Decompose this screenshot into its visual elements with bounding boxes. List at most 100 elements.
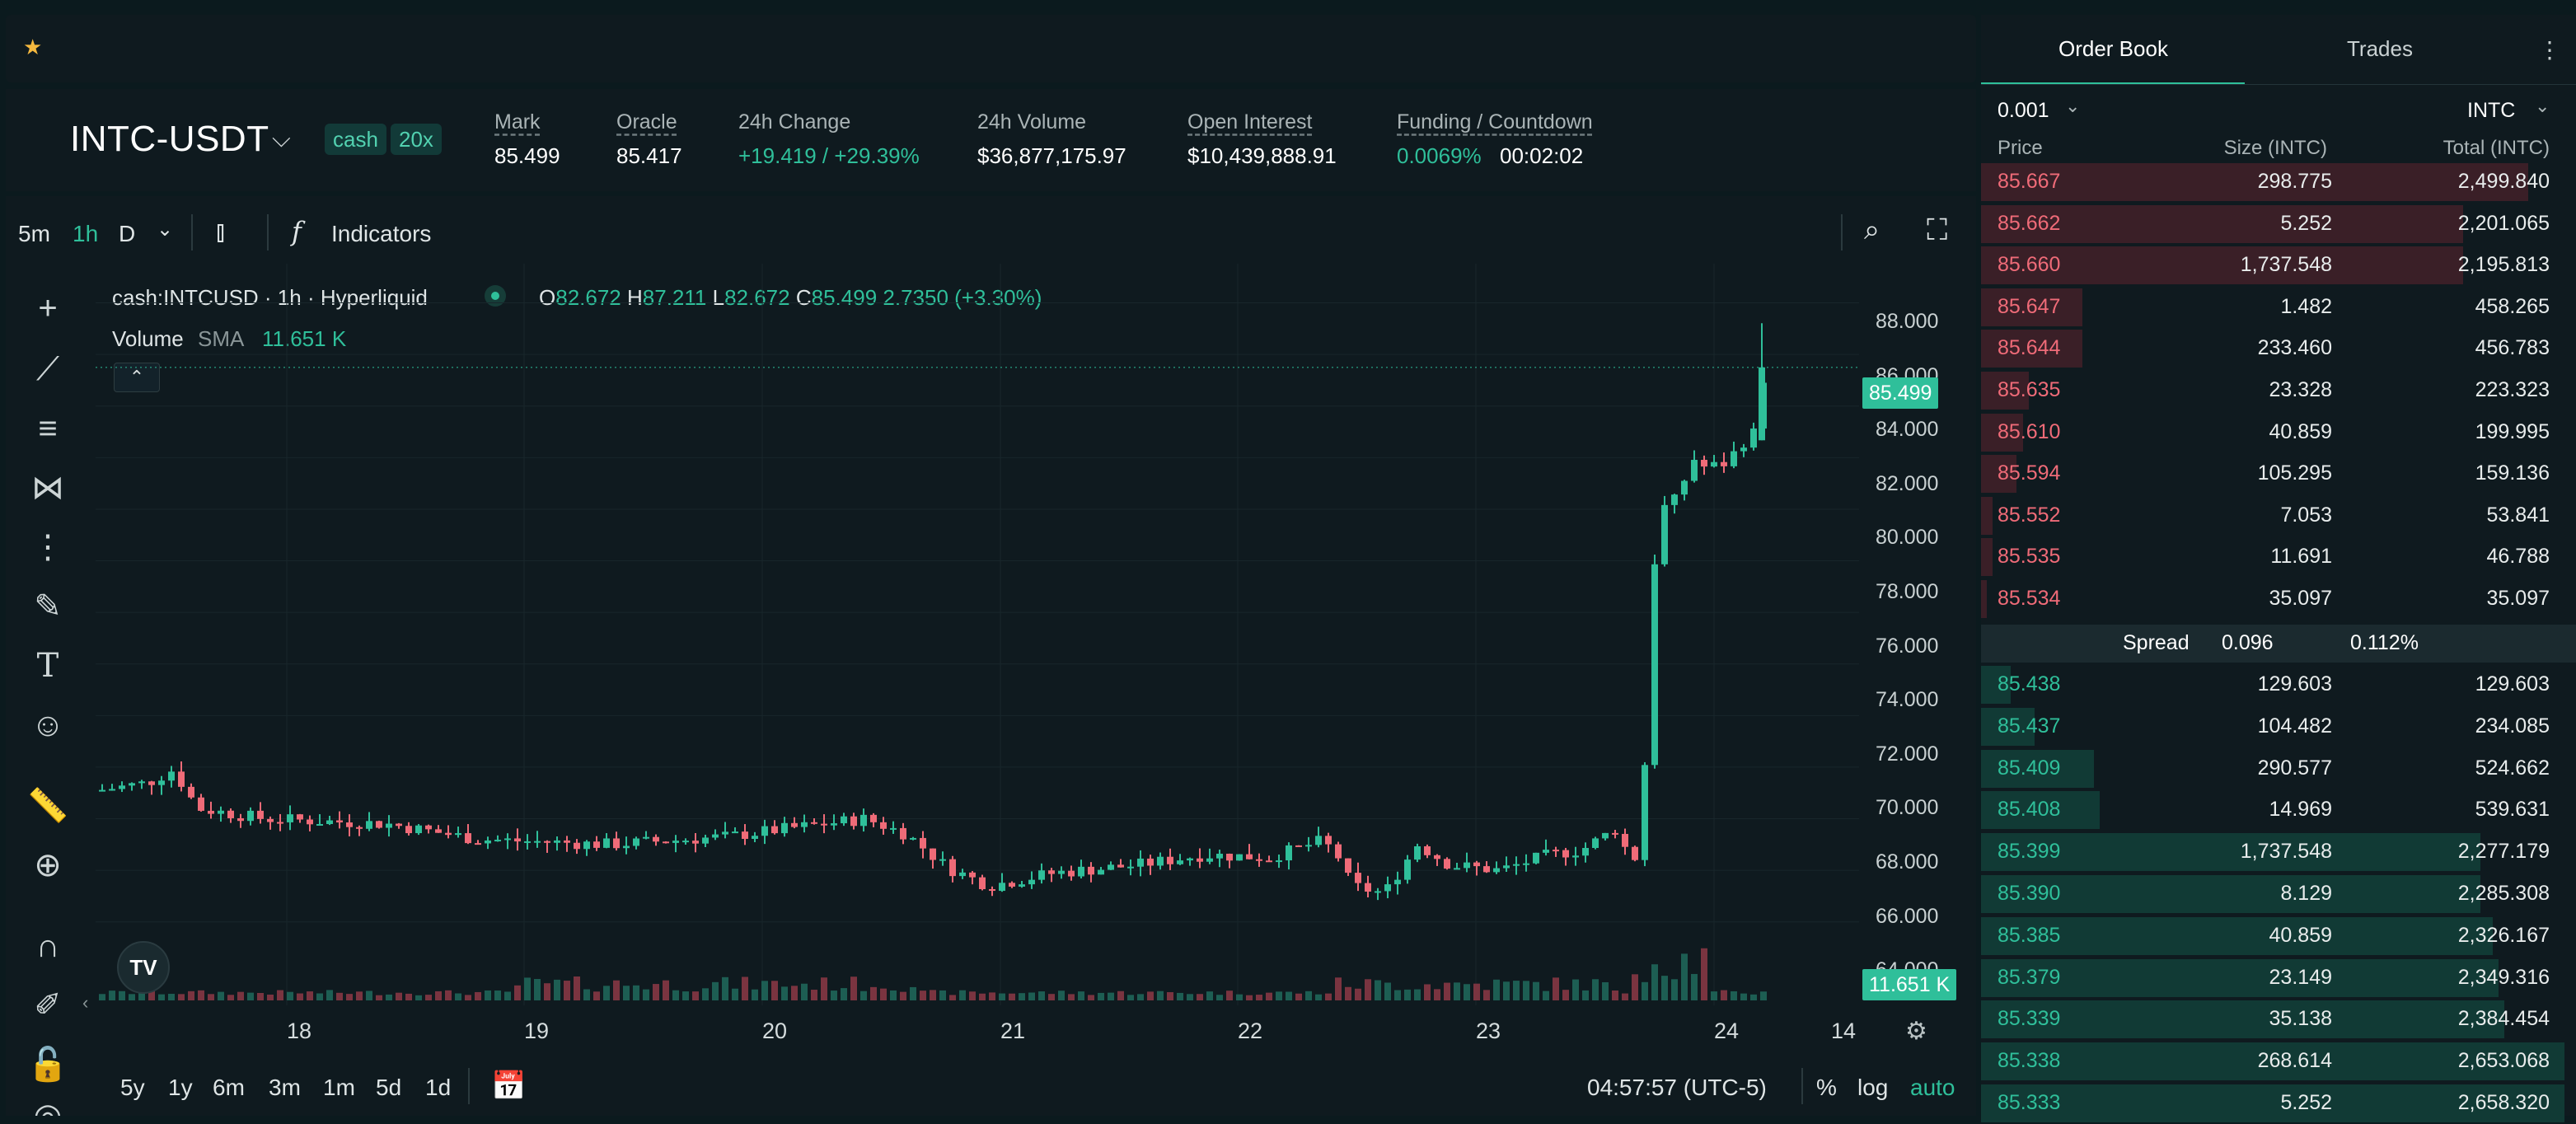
volume-bar <box>376 995 382 1000</box>
row-size: 1,737.548 <box>2240 840 2332 864</box>
unit-select[interactable]: INTC <box>2467 99 2516 122</box>
bid-row[interactable]: 85.339 35.138 2,384.454 <box>1981 999 2576 1040</box>
candle <box>1731 451 1737 466</box>
price-axis-label: 84.000 <box>1876 418 1939 442</box>
volume-bar <box>475 991 481 1000</box>
bid-row[interactable]: 85.399 1,737.548 2,277.179 <box>1981 831 2576 873</box>
volume-bar <box>742 976 748 1000</box>
tradingview-logo-icon[interactable]: TV <box>117 941 170 994</box>
ask-row[interactable]: 85.647 1.482 458.265 <box>1981 287 2576 328</box>
indicators-button[interactable]: Indicators <box>331 221 432 246</box>
range-5y[interactable]: 5y <box>120 1075 145 1100</box>
range-5d[interactable]: 5d <box>376 1075 402 1100</box>
brush-icon[interactable]: ✎ <box>34 588 62 625</box>
price-axis-label: 70.000 <box>1876 796 1939 820</box>
trend-line-icon[interactable]: ⟋ <box>36 351 59 387</box>
candles-icon[interactable]: ⫾ <box>216 216 225 247</box>
text-tool-icon[interactable]: T <box>36 647 59 685</box>
tab-order-book[interactable]: Order Book <box>2058 36 2168 61</box>
ask-row[interactable]: 85.660 1,737.548 2,195.813 <box>1981 245 2576 286</box>
range-1m[interactable]: 1m <box>323 1075 355 1100</box>
bid-row[interactable]: 85.338 268.614 2,653.068 <box>1981 1041 2576 1082</box>
ruler-icon[interactable]: 📏 <box>27 788 68 824</box>
horizontal-lines-icon[interactable]: ≡ <box>38 410 58 447</box>
timeframe-d[interactable]: D <box>119 221 136 246</box>
row-total: 2,384.454 <box>2457 1007 2550 1031</box>
pattern-icon[interactable]: ⋈ <box>31 470 64 506</box>
bid-row[interactable]: 85.385 40.859 2,326.167 <box>1981 916 2576 957</box>
magnet-icon[interactable]: ∩ <box>35 928 60 964</box>
chart-settings-icon[interactable]: ⚙ <box>1905 1018 1927 1045</box>
candle <box>178 771 185 787</box>
bid-row[interactable]: 85.390 8.129 2,285.308 <box>1981 873 2576 915</box>
chart-clock[interactable]: 04:57:57 (UTC-5) <box>1587 1075 1767 1100</box>
candle <box>1187 858 1193 861</box>
volume-bar <box>1533 981 1539 1000</box>
candle <box>1562 850 1569 858</box>
candle <box>969 872 976 878</box>
range-3m[interactable]: 3m <box>269 1075 301 1100</box>
ask-row[interactable]: 85.635 23.328 223.323 <box>1981 370 2576 411</box>
row-price: 85.333 <box>1998 1091 2061 1114</box>
chart-legend-title: cash:INTCUSD · 1h · Hyperliquid <box>112 285 428 310</box>
candle <box>1384 884 1391 892</box>
bid-row[interactable]: 85.408 14.969 539.631 <box>1981 789 2576 831</box>
depth-bar <box>1981 330 2082 368</box>
volume-bar <box>1127 995 1134 1000</box>
zoom-search-icon[interactable]: ⌕ <box>1864 214 1880 246</box>
percent-scale-toggle[interactable]: % <box>1816 1075 1837 1100</box>
log-scale-toggle[interactable]: log <box>1857 1075 1889 1100</box>
ask-row[interactable]: 85.535 11.691 46.788 <box>1981 536 2576 578</box>
row-size: 290.577 <box>2257 756 2332 780</box>
zoom-in-icon[interactable]: ⊕ <box>34 847 62 883</box>
price-axis-label: 74.000 <box>1876 688 1939 712</box>
ask-row[interactable]: 85.662 5.252 2,201.065 <box>1981 204 2576 245</box>
fullscreen-icon[interactable]: ⛶ <box>1927 213 1948 246</box>
price-chart[interactable] <box>96 264 1859 1005</box>
range-1d[interactable]: 1d <box>425 1075 452 1100</box>
bid-row[interactable]: 85.379 23.149 2,349.316 <box>1981 958 2576 999</box>
bid-row[interactable]: 85.437 104.482 234.085 <box>1981 706 2576 747</box>
candle <box>1671 494 1678 505</box>
candle <box>672 841 679 843</box>
timeframe-1h[interactable]: 1h <box>73 221 99 246</box>
volume-bar <box>1414 989 1421 1000</box>
volume-bar <box>841 988 847 1000</box>
lock-drawing-icon[interactable]: ✐ <box>34 987 62 1023</box>
range-1y[interactable]: 1y <box>168 1075 193 1100</box>
eye-icon[interactable]: ◎ <box>33 1098 63 1116</box>
toolbar-divider <box>191 214 193 251</box>
auto-scale-toggle[interactable]: auto <box>1910 1075 1955 1100</box>
ask-row[interactable]: 85.552 7.053 53.841 <box>1981 495 2576 536</box>
tab-trades[interactable]: Trades <box>2347 36 2413 61</box>
more-options-icon[interactable]: ⋮ <box>2538 37 2561 63</box>
ask-row[interactable]: 85.534 35.097 35.097 <box>1981 578 2576 620</box>
volume-bar <box>148 990 155 1000</box>
volume-bar <box>1602 981 1609 1000</box>
emoji-icon[interactable]: ☺ <box>30 707 65 743</box>
collapse-toolbar-icon[interactable]: ‹ <box>82 992 89 1013</box>
timeframe-5m[interactable]: 5m <box>18 221 50 246</box>
bid-row[interactable]: 85.333 5.252 2,658.320 <box>1981 1083 2576 1124</box>
market-symbol[interactable]: INTC-USDT <box>70 119 269 159</box>
crosshair-icon[interactable]: + <box>38 290 58 326</box>
bid-row[interactable]: 85.438 129.603 129.603 <box>1981 664 2576 705</box>
bid-row[interactable]: 85.409 290.577 524.662 <box>1981 748 2576 789</box>
ask-row[interactable]: 85.644 233.460 456.783 <box>1981 328 2576 369</box>
chevron-down-icon[interactable]: ⌄ <box>2535 96 2550 116</box>
lock-icon[interactable]: 🔓 <box>27 1047 68 1083</box>
ask-row[interactable]: 85.667 298.775 2,499.840 <box>1981 162 2576 203</box>
star-icon[interactable]: ★ <box>23 35 43 59</box>
leverage-tag[interactable]: 20x <box>391 124 442 155</box>
fib-icon[interactable]: ⋮ <box>31 529 64 565</box>
calendar-icon[interactable]: 📅 <box>491 1070 527 1102</box>
range-6m[interactable]: 6m <box>213 1075 245 1100</box>
function-icon[interactable]: f <box>292 216 302 247</box>
timeframe-chevron-icon[interactable]: ⌄ <box>157 218 174 241</box>
ask-row[interactable]: 85.610 40.859 199.995 <box>1981 412 2576 453</box>
chevron-down-icon[interactable]: ⌄ <box>2065 96 2081 116</box>
ask-row[interactable]: 85.594 105.295 159.136 <box>1981 453 2576 494</box>
candle <box>1681 480 1688 495</box>
tick-size-select[interactable]: 0.001 <box>1998 99 2049 122</box>
chevron-down-icon[interactable]: ⌵ <box>272 125 291 152</box>
